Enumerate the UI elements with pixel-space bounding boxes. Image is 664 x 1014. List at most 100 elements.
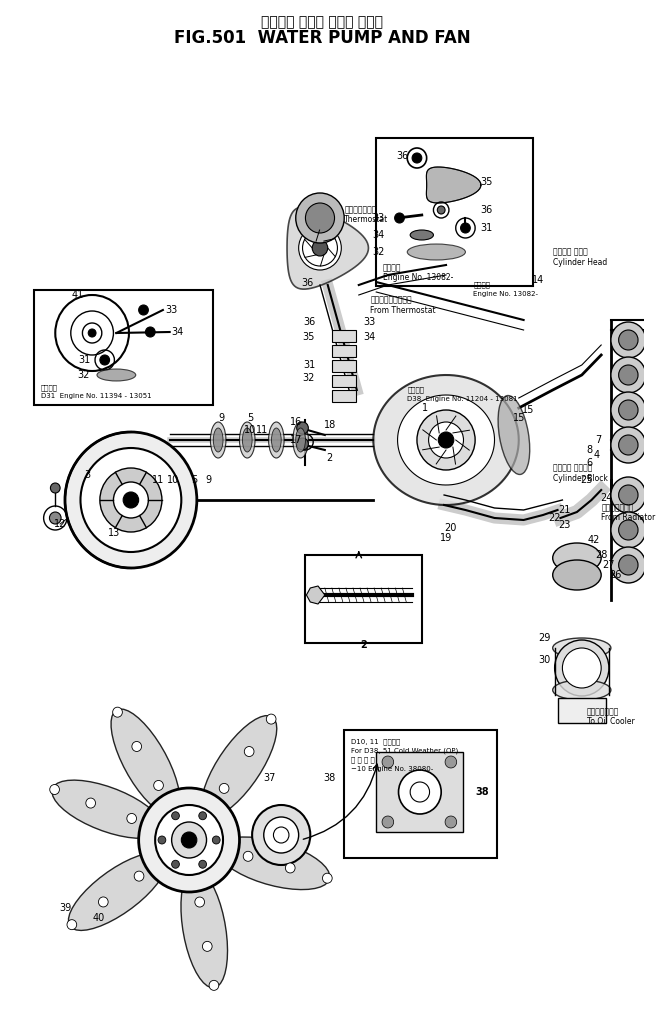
Text: Cylinder Block: Cylinder Block [552, 474, 608, 483]
Circle shape [445, 816, 457, 828]
Circle shape [132, 741, 141, 751]
Circle shape [80, 448, 181, 552]
Text: D31  Engine No. 11394 - 13051: D31 Engine No. 11394 - 13051 [41, 393, 151, 399]
Text: 19: 19 [440, 533, 452, 544]
Text: 34: 34 [171, 327, 184, 337]
Text: 5: 5 [247, 413, 253, 423]
Text: 34: 34 [373, 230, 385, 240]
Ellipse shape [552, 638, 611, 658]
Circle shape [219, 784, 229, 793]
Text: 35: 35 [303, 332, 315, 342]
Circle shape [438, 206, 445, 214]
Text: 30: 30 [539, 655, 550, 665]
Text: 適用号番: 適用号番 [407, 386, 424, 393]
Text: 25: 25 [580, 475, 593, 485]
Circle shape [139, 788, 240, 892]
Bar [331, 360, 356, 372]
Circle shape [438, 432, 454, 448]
Ellipse shape [242, 428, 252, 452]
Text: 13: 13 [108, 528, 121, 538]
Polygon shape [373, 375, 519, 505]
Circle shape [199, 812, 207, 819]
Circle shape [445, 756, 457, 768]
Text: Engine No. 13082-: Engine No. 13082- [473, 291, 539, 297]
Circle shape [244, 746, 254, 756]
Text: 35: 35 [481, 177, 493, 187]
Ellipse shape [295, 428, 305, 452]
Circle shape [611, 512, 646, 548]
Text: 適 用 号 番: 適 用 号 番 [351, 756, 374, 764]
Text: 9: 9 [205, 475, 212, 485]
Circle shape [50, 785, 60, 795]
Text: −10 Engine No. 38080-: −10 Engine No. 38080- [351, 766, 434, 772]
Circle shape [171, 860, 179, 868]
Text: From Radiator: From Radiator [601, 513, 655, 522]
Circle shape [382, 756, 394, 768]
Text: 32: 32 [303, 373, 315, 383]
Circle shape [65, 432, 197, 568]
Bar [305, 555, 422, 643]
Circle shape [67, 920, 77, 930]
Circle shape [394, 213, 404, 223]
Ellipse shape [552, 560, 601, 590]
Polygon shape [217, 837, 330, 889]
Text: 28: 28 [595, 550, 608, 560]
Circle shape [203, 941, 212, 951]
Text: 36: 36 [396, 151, 408, 161]
Text: シリンダ ブロック: シリンダ ブロック [552, 463, 592, 473]
Text: 2: 2 [361, 640, 367, 650]
Circle shape [199, 860, 207, 868]
Text: 11: 11 [256, 425, 268, 435]
Text: 34: 34 [364, 332, 376, 342]
Circle shape [195, 897, 205, 908]
Text: 15: 15 [513, 413, 525, 423]
Circle shape [619, 485, 638, 505]
Text: Cylinder Head: Cylinder Head [552, 258, 607, 267]
Circle shape [382, 816, 394, 828]
Text: 33: 33 [165, 305, 177, 315]
Ellipse shape [498, 395, 530, 475]
Ellipse shape [210, 422, 226, 458]
Polygon shape [68, 853, 167, 931]
Text: 11: 11 [152, 475, 164, 485]
Polygon shape [306, 586, 325, 604]
Text: サーモスタット: サーモスタット [344, 206, 376, 215]
Text: For D38, 51 Cold Weather (OP): For D38, 51 Cold Weather (OP) [351, 747, 458, 754]
Circle shape [252, 805, 310, 865]
Circle shape [100, 468, 162, 532]
Circle shape [127, 813, 137, 823]
Ellipse shape [293, 422, 308, 458]
Polygon shape [398, 395, 495, 485]
Text: サーモスタットより: サーモスタットより [371, 295, 412, 304]
Text: 24: 24 [600, 493, 612, 503]
Bar [376, 138, 533, 286]
Circle shape [212, 836, 220, 844]
Circle shape [88, 329, 96, 337]
Circle shape [145, 327, 155, 337]
Circle shape [412, 153, 422, 163]
Text: 33: 33 [364, 317, 376, 327]
Text: 39: 39 [60, 903, 72, 913]
Circle shape [181, 832, 197, 848]
Circle shape [98, 897, 108, 907]
Circle shape [428, 422, 463, 458]
Text: ラジエータより: ラジエータより [601, 504, 633, 512]
Text: 38: 38 [475, 787, 489, 797]
Ellipse shape [410, 230, 434, 240]
Text: 12: 12 [54, 519, 66, 529]
Circle shape [619, 330, 638, 350]
Text: 21: 21 [558, 505, 570, 515]
Circle shape [611, 547, 646, 583]
Ellipse shape [213, 428, 223, 452]
Text: 適用号番: 適用号番 [383, 264, 402, 273]
Text: 38: 38 [323, 773, 336, 783]
Circle shape [139, 305, 148, 315]
Circle shape [619, 400, 638, 420]
Text: Engine No. 13082-: Engine No. 13082- [383, 273, 454, 282]
Circle shape [461, 223, 470, 233]
Text: 26: 26 [610, 570, 622, 580]
Circle shape [171, 822, 207, 858]
Circle shape [554, 640, 609, 696]
Text: シリンダ ヘッド: シリンダ ヘッド [552, 247, 588, 257]
Circle shape [562, 648, 601, 689]
